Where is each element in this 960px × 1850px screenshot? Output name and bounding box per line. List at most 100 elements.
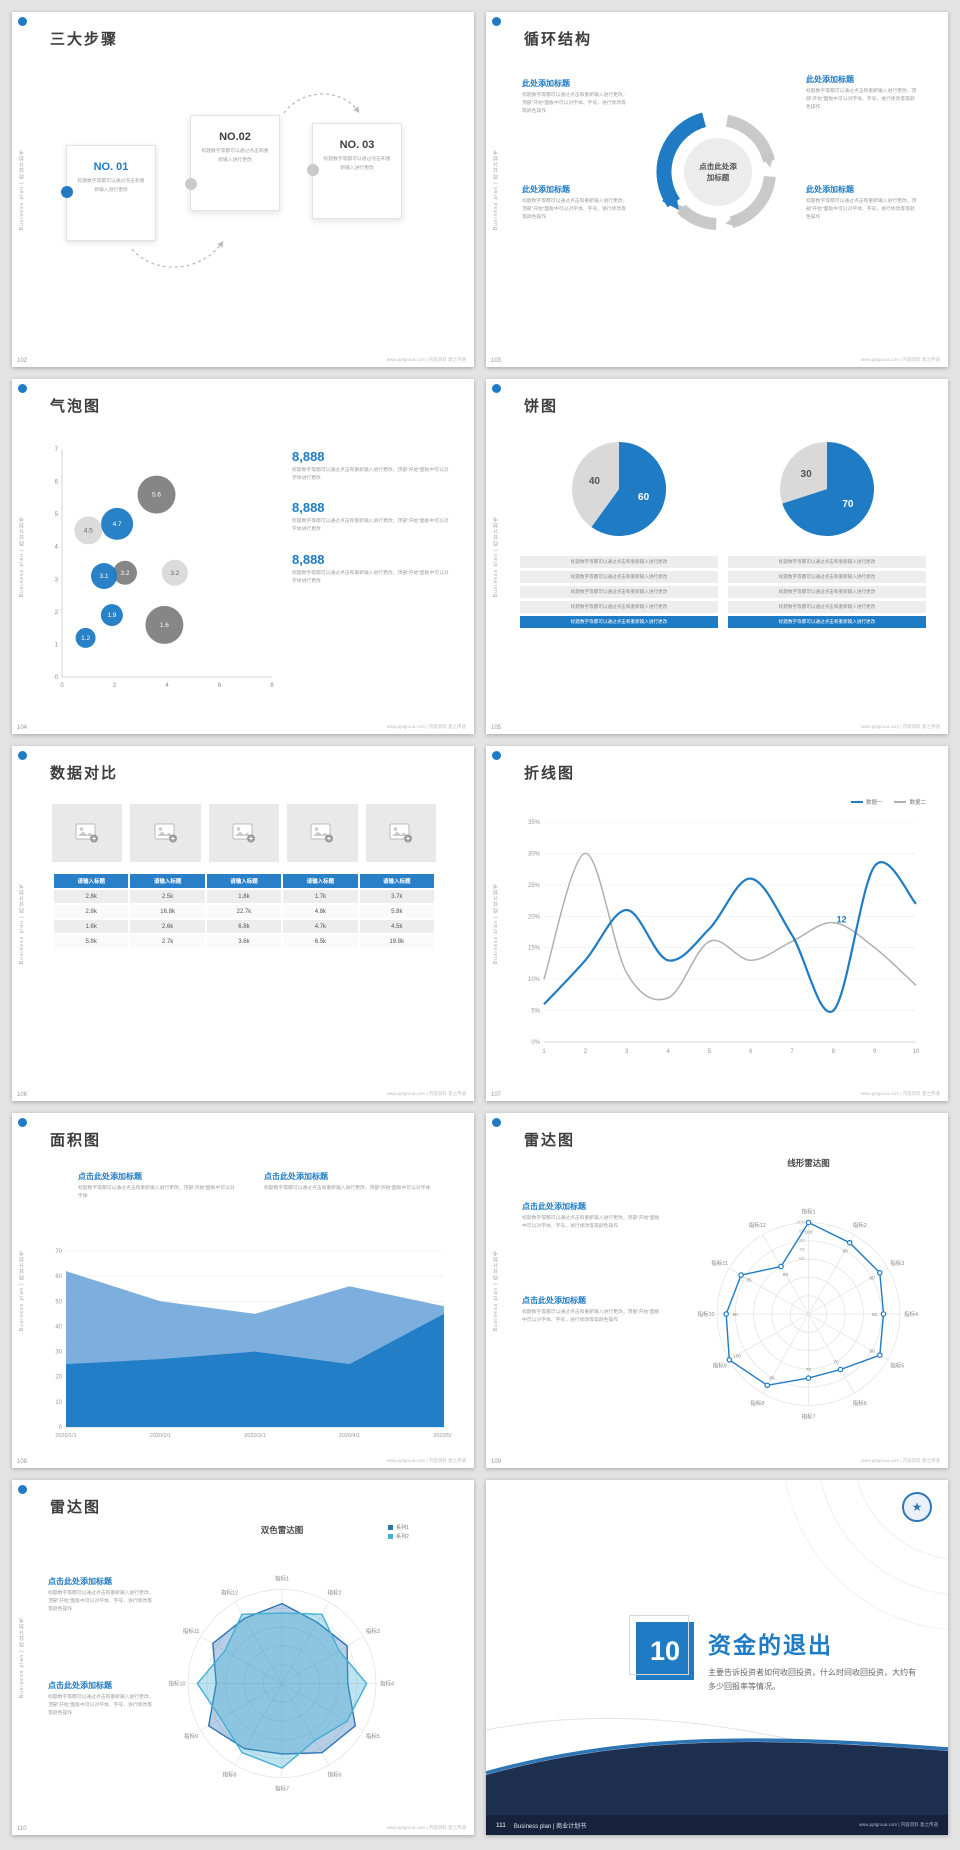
- svg-text:4: 4: [666, 1049, 670, 1055]
- image-placeholder-icon: [208, 804, 280, 862]
- pie-caption-row: 标题数字等都可以通过点击和重新输入进行更改: [520, 601, 718, 613]
- block-heading: 此处添加标题: [522, 79, 570, 88]
- page-number: 106: [17, 1092, 28, 1098]
- block-body: 标题数字等都可以通过点击和重新输入进行更改，顶部“开始”面板中可以对字体、字号，…: [522, 199, 628, 221]
- pie-caption-row: 标题数字等都可以通过点击和重新输入进行更改: [520, 571, 718, 583]
- svg-text:5%: 5%: [531, 1009, 540, 1015]
- dashed-arrow-icon: [131, 93, 360, 268]
- pie-group: 70 30 标题数字等都可以通过点击和重新输入进行更改 标题数字等都可以通过点击和重…: [728, 437, 926, 631]
- svg-text:1.2: 1.2: [81, 635, 90, 642]
- legend-item: 数据一: [850, 798, 883, 806]
- table-cell: 4.7k: [283, 920, 358, 933]
- text-block: 点击此处添加标题 标题数字等都可以通过点击和重新输入进行更改，顶部“开始”面板中…: [48, 1680, 156, 1718]
- series-swatch-icon: [894, 801, 907, 803]
- legend-label: 数据一: [865, 800, 883, 806]
- slide-radar-dual[interactable]: Business plan | 商业计划书 雷达图 点击此处添加标题 标题数字等…: [12, 1480, 474, 1835]
- text-block: 点击此处添加标题 标题数字等都可以通过点击和重新输入进行更改，顶部“开始”面板中…: [48, 1576, 156, 1614]
- slide-bubble-chart[interactable]: Business plan | 商业计划书 气泡图 0 1 2 3 4 5 6 7 0 2 4 6 8 4…: [12, 379, 474, 734]
- table-cell: 5.8k: [54, 935, 129, 948]
- sidebar-label: Business plan | 商业计划书: [492, 882, 499, 965]
- text-block: 此处添加标题 标题数字等都可以通过点击和重新输入进行更改，顶部“开始”面板中可以…: [806, 184, 918, 222]
- table-row: 5.8k 2.7k 3.6k 6.5k 19.8k: [54, 935, 434, 948]
- page-number: 107: [491, 1092, 502, 1098]
- svg-text:90: 90: [732, 1312, 738, 1318]
- slide-cycle[interactable]: Business plan | 商业计划书 循环结构 此处添加标题 标题数字等都…: [486, 12, 948, 367]
- slide-marker-icon: [18, 384, 27, 393]
- block-heading: 点击此处添加标题: [264, 1172, 328, 1181]
- slide-marker-icon: [492, 751, 501, 760]
- series-swatch-icon: [388, 1534, 393, 1539]
- pie-caption-list: 标题数字等都可以通过点击和重新输入进行更改 标题数字等都可以通过点击和重新输入进行…: [728, 556, 926, 628]
- slide-section-cover[interactable]: ★ 10 资金的退出 主要告诉投资者如何收回投资，什么时间收回投资，大约有多少回…: [486, 1480, 948, 1835]
- block-heading: 点击此处添加标题: [522, 1296, 586, 1305]
- section-title: 资金的退出: [708, 1632, 833, 1658]
- pie-caption-row: 标题数字等都可以通过点击和重新输入进行更改: [520, 586, 718, 598]
- image-placeholder-icon: [287, 804, 358, 862]
- radar-chart: 指标1 指标2 指标3 指标4 指标5 指标6 指标7 指标8 指标9 指标10 指标11 指标12 6…: [697, 1208, 918, 1421]
- slide-footer: www.pptgroua.com | 内容资料 意之传递: [386, 1091, 466, 1096]
- svg-text:20: 20: [55, 1375, 62, 1381]
- svg-text:82: 82: [872, 1312, 878, 1318]
- stat-block: 8,888 标题数字等都可以通过点击和重新输入进行更改，顶部“开始”面板中可以对…: [292, 552, 450, 586]
- svg-text:2: 2: [584, 1049, 588, 1055]
- pie-caption-row: 标题数字等都可以通过点击和重新输入进行更改: [728, 601, 926, 613]
- svg-text:8: 8: [832, 1049, 836, 1055]
- block-body: 标题数字等都可以通过点击和重新输入进行更改，顶部“开始”面板中可以对字体、字号，…: [522, 1310, 660, 1324]
- svg-text:指标7: 指标7: [801, 1413, 815, 1421]
- slide-marker-icon: [18, 1485, 27, 1494]
- svg-text:90: 90: [843, 1248, 849, 1254]
- area-chart: 0 10 20 30 40 50 60 70 2020/1/1 2020/2/1 2020/3/1 2…: [55, 1249, 452, 1439]
- text-block: 点击此处添加标题 标题数字等都可以通过点击和重新输入进行更改，顶部“开始”面板中…: [522, 1295, 664, 1325]
- comparison-table: 请输入标题 请输入标题 请输入标题 请输入标题 请输入标题 2.8k 2.5k 1.8k 1.…: [52, 872, 436, 950]
- svg-text:2020/3/1: 2020/3/1: [244, 1433, 265, 1439]
- stat-body: 标题数字等都可以通过点击和重新输入进行更改，顶部“开始”面板中可以对字体进行更改: [292, 519, 449, 533]
- svg-text:70: 70: [833, 1360, 839, 1366]
- table-header-cell: 请输入标题: [359, 874, 434, 888]
- table-cell: 4.5k: [359, 920, 434, 933]
- slide-line-chart[interactable]: Business plan | 商业计划书 折线图 数据一 数据二 0% 5% 10…: [486, 746, 948, 1101]
- steps-diagram: NO. 01 标题数字等都可以通过点击和重新输入进行更改 NO.02 标题数字等…: [52, 93, 452, 292]
- svg-text:指标6: 指标6: [327, 1770, 341, 1778]
- slide-data-comparison[interactable]: Business plan | 商业计划书 数据对比 请输入标题 请输入标题 请输入…: [12, 746, 474, 1101]
- page-title: 饼图: [524, 398, 559, 415]
- block-heading: 点击此处添加标题: [48, 1577, 112, 1586]
- slide-radar-line[interactable]: Business plan | 商业计划书 雷达图 点击此处添加标题 标题数字等…: [486, 1113, 948, 1468]
- svg-text:1: 1: [542, 1049, 546, 1055]
- stats-column: 8,888 标题数字等都可以通过点击和重新输入进行更改，顶部“开始”面板中可以对…: [292, 449, 450, 603]
- step-body: 标题数字等都可以通过点击和重新输入进行更改: [323, 157, 391, 171]
- svg-text:40: 40: [589, 476, 601, 487]
- table-cell: 2.8k: [54, 905, 129, 918]
- slide-footer: www.pptgroua.com | 内容资料 意之传递: [860, 724, 940, 729]
- svg-text:9: 9: [873, 1049, 877, 1055]
- svg-text:0: 0: [55, 675, 59, 681]
- svg-text:指标5: 指标5: [890, 1361, 904, 1369]
- slide-pie-charts[interactable]: Business plan | 商业计划书 饼图 60 40 标题数字等都可以通过…: [486, 379, 948, 734]
- svg-text:指标10: 指标10: [697, 1310, 714, 1318]
- pie-caption-row: 标题数字等都可以通过点击和重新输入进行更改: [728, 586, 926, 598]
- step-card: NO.02 标题数字等都可以通过点击和重新输入进行更改: [185, 115, 280, 211]
- svg-text:指标10: 指标10: [168, 1680, 185, 1688]
- slide-marker-icon: [492, 1118, 501, 1127]
- table-header-row: 请输入标题 请输入标题 请输入标题 请输入标题 请输入标题: [54, 874, 434, 888]
- svg-text:6: 6: [55, 480, 59, 486]
- svg-text:2020/1/1: 2020/1/1: [55, 1433, 76, 1439]
- slide-steps[interactable]: Business plan | 商业计划书 三大步骤 NO. 01 标题数字等都…: [12, 12, 474, 367]
- legend-item: 数据二: [894, 798, 926, 806]
- stat-block: 8,888 标题数字等都可以通过点击和重新输入进行更改，顶部“开始”面板中可以对…: [292, 500, 450, 534]
- svg-text:60: 60: [55, 1274, 62, 1280]
- sidebar-label: Business plan | 商业计划书: [18, 1616, 25, 1699]
- svg-text:30%: 30%: [528, 851, 541, 857]
- svg-text:5: 5: [55, 512, 59, 518]
- page-title: 三大步骤: [50, 31, 119, 48]
- legend-label: 系列1: [396, 1525, 409, 1531]
- slide-area-chart[interactable]: Business plan | 商业计划书 面积图 点击此处添加标题 标题数字等…: [12, 1113, 474, 1468]
- slide-footer: www.pptgroua.com | 内容资料 意之传递: [858, 1822, 938, 1827]
- svg-text:60: 60: [638, 492, 650, 503]
- sidebar-label: Business plan | 商业计划书: [492, 515, 499, 598]
- page-title: 气泡图: [50, 398, 102, 415]
- table-row: 2.8k 16.8k 22.7k 4.8k 5.8k: [54, 905, 434, 918]
- svg-text:12: 12: [837, 915, 847, 925]
- svg-text:60: 60: [799, 1256, 805, 1262]
- text-block: 此处添加标题 标题数字等都可以通过点击和重新输入进行更改，顶部“开始”面板中可以…: [522, 184, 630, 222]
